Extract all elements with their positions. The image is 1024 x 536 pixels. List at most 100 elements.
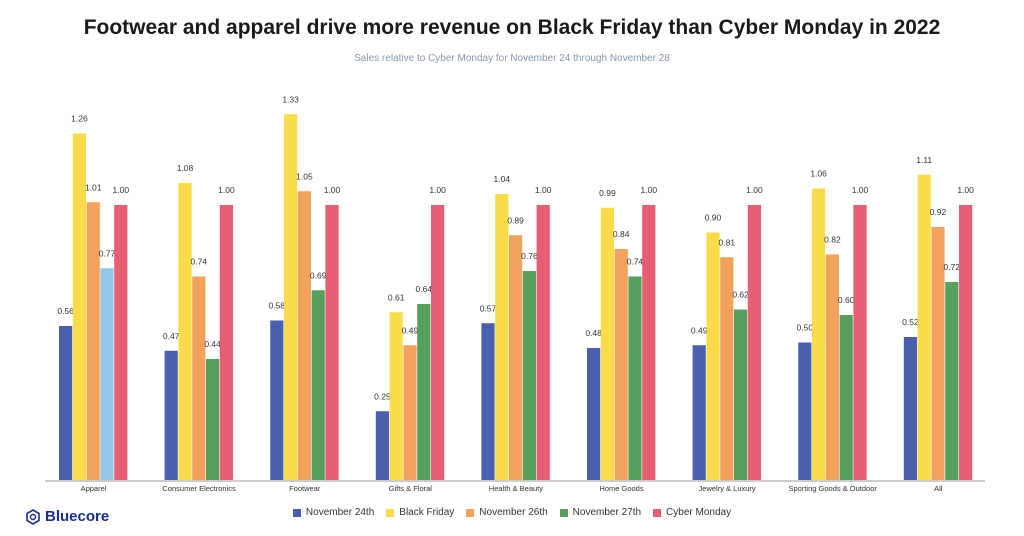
bar bbox=[600, 207, 614, 480]
data-label: 1.00 bbox=[535, 185, 552, 195]
data-label: 0.52 bbox=[902, 317, 919, 327]
bar bbox=[164, 350, 178, 480]
bar bbox=[903, 337, 917, 480]
bar bbox=[587, 348, 601, 480]
bar bbox=[192, 276, 206, 480]
data-label: 0.81 bbox=[719, 237, 736, 247]
legend-label: November 24th bbox=[305, 507, 375, 518]
data-label: 1.06 bbox=[810, 169, 827, 179]
bar bbox=[812, 188, 826, 480]
bar bbox=[747, 205, 761, 480]
legend-item: Black Friday bbox=[386, 507, 454, 518]
bar bbox=[853, 205, 867, 480]
bar bbox=[59, 326, 73, 480]
data-label: 1.00 bbox=[324, 185, 341, 195]
data-label: 0.74 bbox=[191, 257, 208, 267]
bar bbox=[270, 320, 284, 480]
data-label: 0.90 bbox=[705, 213, 722, 223]
data-label: 0.77 bbox=[99, 248, 116, 258]
bar bbox=[375, 411, 389, 480]
legend-swatch bbox=[292, 508, 301, 517]
bar bbox=[86, 202, 100, 480]
data-label: 1.00 bbox=[641, 185, 658, 195]
bar bbox=[706, 232, 720, 480]
x-tick-label: All bbox=[934, 484, 943, 493]
bar bbox=[481, 323, 495, 480]
legend-swatch bbox=[559, 508, 568, 517]
bar bbox=[931, 227, 945, 480]
bar bbox=[206, 359, 220, 480]
data-label: 0.82 bbox=[824, 235, 841, 245]
legend-label: Cyber Monday bbox=[666, 507, 732, 518]
legend-swatch bbox=[386, 508, 395, 517]
data-label: 1.00 bbox=[852, 185, 869, 195]
x-tick-label: Home Goods bbox=[599, 484, 643, 493]
data-label: 1.05 bbox=[296, 171, 313, 181]
bar bbox=[720, 257, 734, 480]
chart-title: Footwear and apparel drive more revenue … bbox=[83, 16, 941, 39]
data-label: 1.00 bbox=[218, 185, 235, 195]
bar bbox=[431, 205, 445, 480]
bar bbox=[642, 205, 656, 480]
data-label: 0.92 bbox=[930, 207, 947, 217]
data-label: 1.00 bbox=[746, 185, 763, 195]
bar bbox=[959, 205, 973, 480]
data-label: 0.64 bbox=[416, 284, 433, 294]
legend-item: November 24th bbox=[292, 507, 375, 518]
bar bbox=[389, 312, 403, 480]
bar bbox=[100, 268, 114, 480]
data-label: 0.56 bbox=[57, 306, 74, 316]
data-label: 1.04 bbox=[494, 174, 511, 184]
bar bbox=[839, 315, 853, 480]
bar bbox=[522, 271, 536, 480]
data-label: 1.00 bbox=[113, 185, 130, 195]
bar bbox=[945, 282, 959, 480]
data-label: 0.49 bbox=[402, 325, 419, 335]
legend-swatch bbox=[466, 508, 475, 517]
bar bbox=[178, 183, 192, 480]
bar bbox=[403, 345, 417, 480]
bar bbox=[417, 304, 431, 480]
data-label: 0.99 bbox=[599, 188, 616, 198]
legend-label: November 26th bbox=[479, 507, 548, 518]
data-label: 1.00 bbox=[429, 185, 446, 195]
data-label: 0.50 bbox=[797, 323, 814, 333]
bar bbox=[917, 174, 931, 480]
data-label: 1.00 bbox=[957, 185, 974, 195]
data-label: 0.61 bbox=[388, 292, 405, 302]
x-tick-label: Footwear bbox=[289, 484, 321, 493]
bar bbox=[536, 205, 550, 480]
data-label: 0.60 bbox=[838, 295, 855, 305]
x-tick-label: Consumer Electronics bbox=[162, 484, 236, 493]
data-label: 0.57 bbox=[480, 303, 497, 313]
bar bbox=[72, 133, 86, 480]
bar bbox=[614, 249, 628, 480]
legend-item: November 26th bbox=[466, 507, 548, 518]
data-label: 0.44 bbox=[204, 339, 221, 349]
bluecore-logo: Bluecore bbox=[25, 508, 109, 525]
bar bbox=[297, 191, 311, 480]
data-label: 0.62 bbox=[732, 290, 749, 300]
data-label: 1.26 bbox=[71, 114, 88, 124]
data-label: 1.11 bbox=[916, 155, 932, 165]
data-label: 0.69 bbox=[310, 270, 327, 280]
bluecore-logo-icon bbox=[26, 508, 40, 525]
bar bbox=[495, 194, 509, 480]
legend-swatch bbox=[653, 508, 662, 517]
bar bbox=[692, 345, 706, 480]
bar bbox=[219, 205, 233, 480]
data-label: 0.76 bbox=[521, 251, 538, 261]
x-tick-label: Apparel bbox=[81, 484, 107, 493]
legend: November 24th Black Friday November 26th No… bbox=[0, 507, 1024, 518]
x-tick-label: Health & Beauty bbox=[489, 484, 543, 493]
data-label: 0.74 bbox=[627, 257, 644, 267]
data-label: 0.25 bbox=[374, 391, 391, 401]
data-label: 0.49 bbox=[691, 325, 708, 335]
bar bbox=[325, 205, 339, 480]
bar bbox=[509, 235, 523, 480]
bar bbox=[825, 254, 839, 480]
bar-chart: 0.56 1.26 1.01 0.77 1.00 Apparel 0.47 1.08 0.74 0… bbox=[45, 94, 985, 493]
data-label: 0.47 bbox=[163, 331, 180, 341]
data-label: 1.33 bbox=[282, 94, 299, 104]
legend-item: November 27th bbox=[559, 507, 641, 518]
